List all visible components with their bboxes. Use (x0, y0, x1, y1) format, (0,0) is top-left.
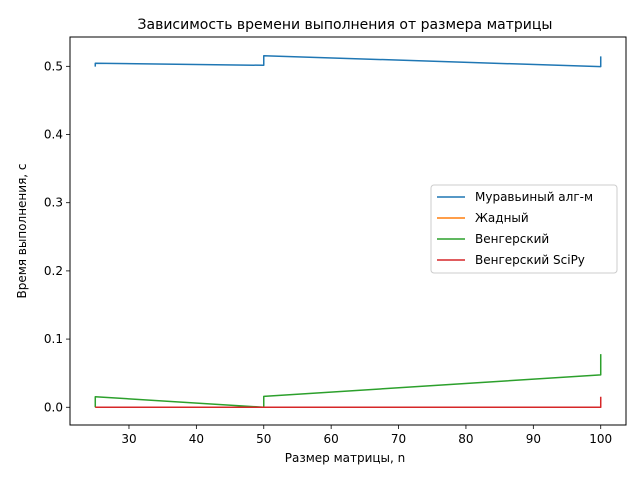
y-tick-label: 0.4 (44, 128, 63, 142)
plot-frame (69, 36, 627, 426)
legend-label: Муравьиный алг-м (475, 190, 593, 204)
x-tick-label: 60 (324, 432, 339, 446)
x-tick-label: 90 (526, 432, 541, 446)
y-axis-label: Время выполнения, с (15, 163, 29, 298)
legend-frame (430, 184, 618, 274)
legend-entries: Муравьиный алг-м Жадный Венгерский Венгерск… (437, 190, 593, 267)
y-tick-label: 0.2 (44, 264, 63, 278)
series-line-3 (95, 396, 602, 409)
y-tick-label: 0.0 (44, 400, 63, 414)
series-line-2 (94, 354, 602, 409)
legend: Муравьиный алг-м Жадный Венгерский Венгерск… (430, 184, 618, 274)
x-tick-label: 30 (121, 432, 136, 446)
y-tick-label: 0.5 (44, 59, 63, 73)
series-line-0 (94, 55, 602, 68)
x-tick-label: 50 (256, 432, 271, 446)
x-tick-label: 70 (391, 432, 406, 446)
series-layer (94, 55, 602, 409)
x-axis-label: Размер матрицы, n (285, 451, 406, 465)
x-tick-label: 80 (458, 432, 473, 446)
legend-label: Венгерский SciPy (475, 253, 585, 267)
legend-label: Венгерский (475, 232, 549, 246)
x-tick-label: 40 (189, 432, 204, 446)
x-axis-ticks: 30 40 50 60 70 80 90 100 (121, 425, 612, 446)
y-tick-label: 0.3 (44, 196, 63, 210)
chart-title: Зависимость времени выполнения от размер… (138, 17, 553, 33)
y-axis-ticks: 0.0 0.1 0.2 0.3 0.4 0.5 (44, 59, 70, 414)
x-tick-label: 100 (589, 432, 612, 446)
legend-label: Жадный (475, 211, 529, 225)
y-tick-label: 0.1 (44, 332, 63, 346)
